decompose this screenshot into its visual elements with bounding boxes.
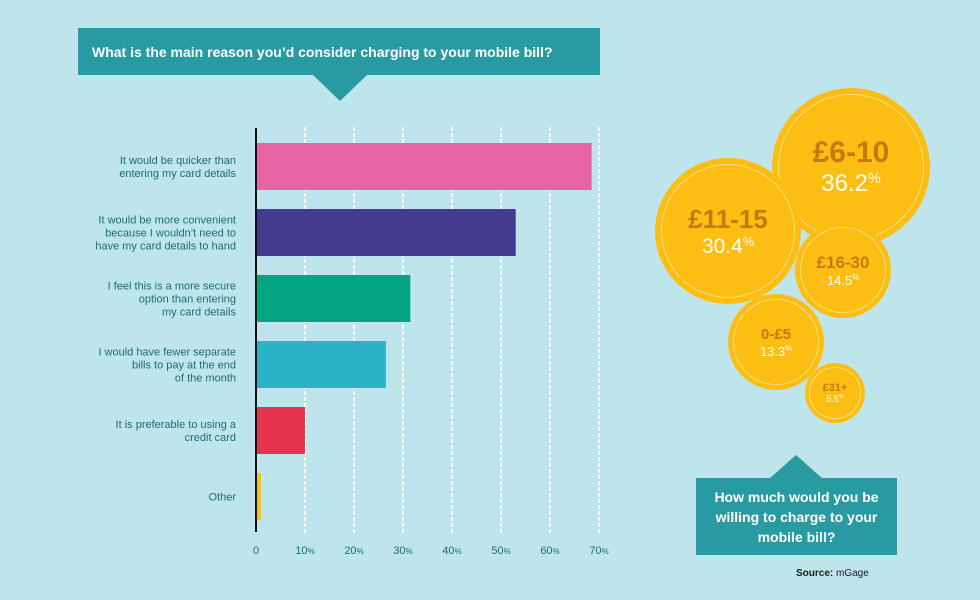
bubble-question-box: How much would you be willing to charge … [696,478,897,555]
bubble-value: 14.5% [826,272,860,288]
bubble-question: How much would you be willing to charge … [714,488,879,545]
category-label-2: It would be more convenient because I wou… [95,215,236,253]
bubble-31-plus: £31+ 5.5% [805,363,865,423]
bubble-range: £6-10 [812,136,890,169]
x-tick-label-60: 60% [540,545,559,557]
x-tick-label-50: 50% [491,545,510,557]
bubble-range: £31+ [822,381,848,394]
x-tick-label-30: 30% [393,545,412,557]
bubble-value: 13.3% [759,343,793,359]
bar-2 [256,209,516,256]
source-credit: Source: mGage [796,568,869,579]
bubble-range: £16-30 [816,252,870,272]
bubble-16-30: £16-30 14.5% [795,222,891,318]
bubble-range: £11-15 [688,203,768,234]
bubble-question-pointer [769,455,823,479]
x-tick-label-10: 10% [295,545,314,557]
category-label-1: It would be quicker than entering my card… [119,155,236,180]
bubble-value: 36.2% [821,170,881,197]
bar-1 [256,143,592,190]
bubble-range: 0-£5 [760,325,792,343]
source-label: Source: [796,568,834,579]
bubble-11-15: £11-15 30.4% [655,158,801,304]
bar-5 [256,407,305,454]
question-banner: What is the main reason you’d consider c… [78,28,600,75]
category-label-6: Other [208,492,236,504]
x-tick-label-70: 70% [589,545,608,557]
category-label-4: I would have fewer separate bills to pay … [98,347,236,385]
bar-6 [256,473,261,520]
bar-4 [256,341,386,388]
x-tick-label-0: 0 [253,545,259,557]
bubble-value: 5.5% [826,393,844,404]
bubble-value: 30.4% [701,234,755,258]
question-banner-pointer [313,75,367,101]
category-label-5: It is preferable to using a credit card [116,419,237,444]
x-tick-label-20: 20% [344,545,363,557]
bar-3 [256,275,411,322]
reasons-bar-chart: It would be quicker than entering my card… [95,127,609,557]
question-title: What is the main reason you’d consider c… [92,43,553,60]
bubble-0-5: 0-£5 13.3% [728,294,824,390]
source-value: mGage [836,568,869,579]
x-tick-label-40: 40% [442,545,461,557]
category-label-3: I feel this is a more secure option than … [108,281,237,319]
